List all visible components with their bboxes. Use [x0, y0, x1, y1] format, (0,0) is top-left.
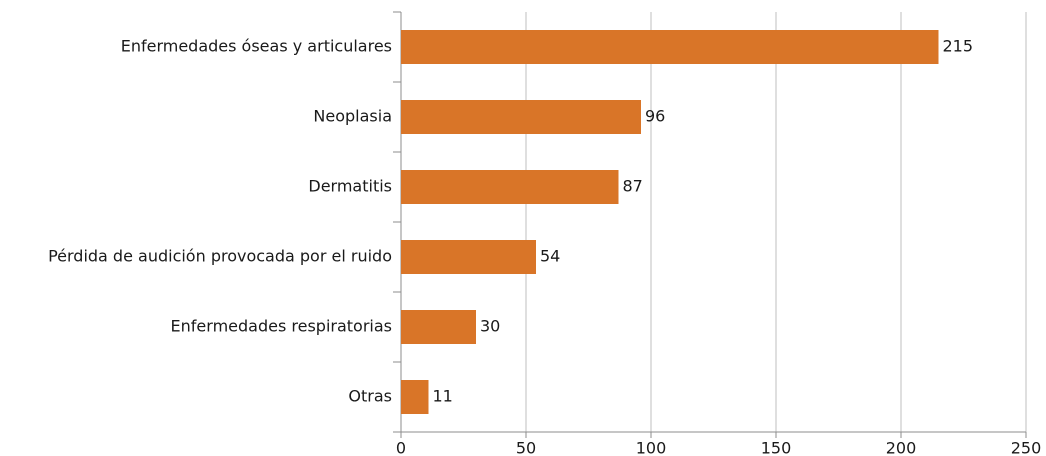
bar — [401, 30, 939, 64]
x-tick-label: 50 — [516, 439, 536, 456]
x-tick-label: 150 — [761, 439, 792, 456]
y-tick-label: Dermatitis — [308, 177, 392, 196]
bar — [401, 100, 641, 134]
bar — [401, 170, 619, 204]
bar — [401, 310, 476, 344]
y-tick-label: Pérdida de audición provocada por el rui… — [48, 247, 392, 266]
x-tick-label: 100 — [636, 439, 667, 456]
x-tick-label: 0 — [396, 439, 406, 456]
x-tick-label: 250 — [1011, 439, 1042, 456]
bar — [401, 240, 536, 274]
value-label: 11 — [433, 387, 453, 406]
value-label: 87 — [623, 177, 643, 196]
value-label: 30 — [480, 317, 500, 336]
x-tick-label: 200 — [886, 439, 917, 456]
y-tick-label: Enfermedades óseas y articulares — [121, 37, 392, 56]
value-label: 215 — [943, 37, 974, 56]
value-label: 54 — [540, 247, 560, 266]
y-tick-label: Enfermedades respiratorias — [171, 317, 392, 336]
y-tick-label: Otras — [348, 387, 392, 406]
bar — [401, 380, 429, 414]
y-tick-label: Neoplasia — [313, 107, 392, 126]
value-label: 96 — [645, 107, 665, 126]
